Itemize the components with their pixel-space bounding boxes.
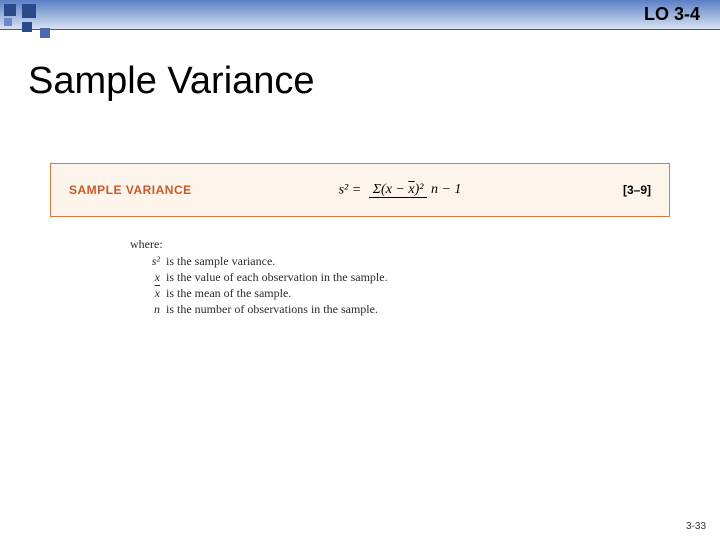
formula-denominator: n − 1 — [431, 182, 461, 197]
formula-reference: [3–9] — [591, 183, 651, 197]
definition-text: is the number of observations in the sam… — [166, 302, 720, 317]
header-bar: LO 3-4 — [0, 0, 720, 30]
definition-symbol: s² — [130, 254, 160, 269]
definition-text: is the sample variance. — [166, 254, 720, 269]
formula-numerator: Σ(x − x)² — [369, 182, 428, 198]
definition-row: x is the mean of the sample. — [130, 286, 720, 301]
definition-text: is the mean of the sample. — [166, 286, 720, 301]
formula-expression: s² = Σ(x − x)² n − 1 — [209, 181, 591, 199]
page-title: Sample Variance — [28, 60, 720, 103]
formula-box: SAMPLE VARIANCE s² = Σ(x − x)² n − 1 [3–… — [50, 163, 670, 217]
definition-row: x is the value of each observation in th… — [130, 270, 720, 285]
definition-row: n is the number of observations in the s… — [130, 302, 720, 317]
where-block: where: s² is the sample variance. x is t… — [130, 237, 720, 317]
formula-lhs: s² = — [339, 182, 362, 197]
where-intro: where: — [130, 237, 720, 252]
definition-symbol: x — [130, 286, 160, 301]
learning-objective-label: LO 3-4 — [644, 4, 700, 25]
formula-label: SAMPLE VARIANCE — [69, 183, 209, 197]
definition-symbol: x — [130, 270, 160, 285]
definition-symbol: n — [130, 302, 160, 317]
definition-text: is the value of each observation in the … — [166, 270, 720, 285]
definition-row: s² is the sample variance. — [130, 254, 720, 269]
page-number: 3-33 — [686, 521, 706, 532]
